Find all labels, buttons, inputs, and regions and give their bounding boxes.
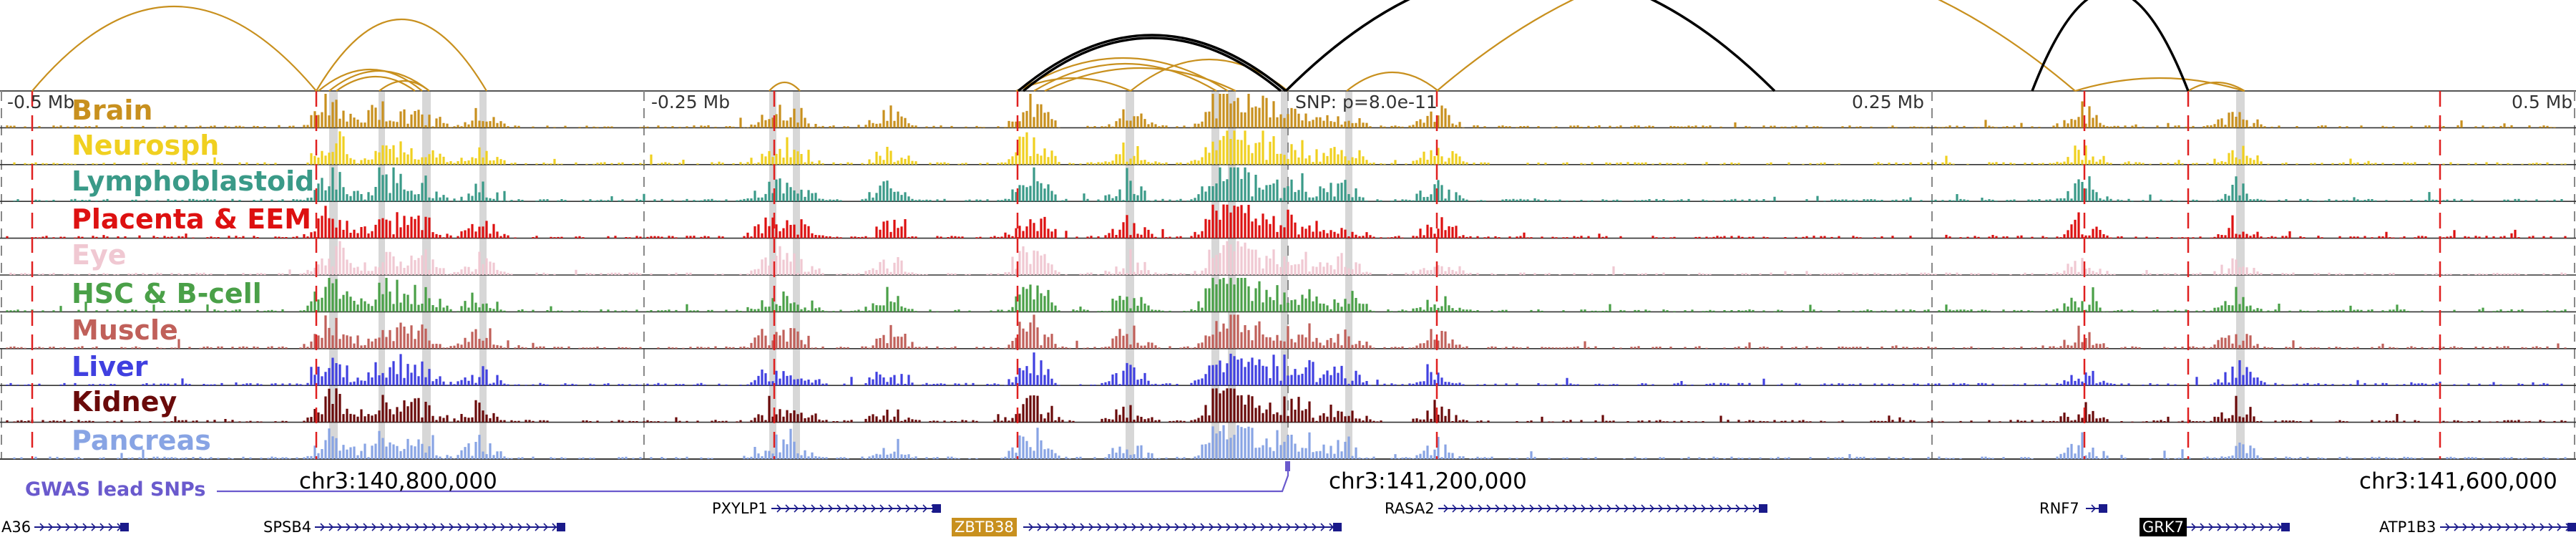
gene-label-rasa2[interactable]: RASA2 xyxy=(1385,500,1435,517)
scale-label-plus-quarter-mb: 0.25 Mb xyxy=(1852,92,1925,112)
gene-pxylp1-strand-arrows xyxy=(776,504,937,513)
gene-a36-exon xyxy=(120,523,129,531)
gene-zbtb38-strand-arrows xyxy=(1028,523,1335,531)
track-label-kidney: Kidney xyxy=(72,386,177,418)
gene-label-atp1b3[interactable]: ATP1B3 xyxy=(2379,519,2436,536)
signal-bars-pancreas xyxy=(13,425,2567,459)
signal-bars-eye xyxy=(9,241,2567,275)
track-label-brain: Brain xyxy=(72,95,153,126)
gene-rnf7-exon xyxy=(2099,504,2107,513)
signal-bars-kidney xyxy=(6,388,2567,423)
scale-label-plus-half-mb: 0.5 Mb xyxy=(2512,92,2573,112)
chromatin-loop-arc-strong xyxy=(1022,37,1282,92)
gene-zbtb38-exon xyxy=(1333,523,1342,531)
chromatin-loop-arc xyxy=(379,79,430,92)
gene-a36-strand-arrows xyxy=(39,523,122,531)
track-label-lymphoblastoid: Lymphoblastoid xyxy=(72,165,315,197)
chromatin-loop-arc xyxy=(316,18,487,92)
scale-label-minus-quarter-mb: -0.25 Mb xyxy=(651,92,731,112)
chromatin-loop-arc xyxy=(2187,81,2245,92)
signal-bars-brain xyxy=(6,94,2556,128)
coordinate-label-140800000: chr3:140,800,000 xyxy=(299,468,497,494)
signal-bars-liver xyxy=(6,352,2563,386)
gwas-snp-marker xyxy=(1285,461,1290,471)
snp-pvalue-label: SNP: p=8.0e-11 xyxy=(1295,92,1438,112)
chromatin-loop-arc xyxy=(769,81,801,92)
gene-atp1b3-exon xyxy=(2567,523,2576,531)
track-label-placenta-eem: Placenta & EEM xyxy=(72,203,312,235)
coordinate-label-141600000: chr3:141,600,000 xyxy=(2359,468,2557,494)
gene-rasa2-exon xyxy=(1759,504,1767,513)
gene-pxylp1-exon xyxy=(932,504,941,513)
gene-spsb4-strand-arrows xyxy=(320,523,557,531)
signal-bars-muscle xyxy=(6,314,2567,349)
track-label-muscle: Muscle xyxy=(72,314,178,346)
scale-label-minus-half-mb: -0.5 Mb xyxy=(7,92,75,112)
chromatin-loop-arc-strong xyxy=(1017,34,1287,92)
chromatin-loop-arc-strong xyxy=(2031,0,2190,92)
chromatin-loop-arc xyxy=(2074,77,2245,92)
track-label-neurosph: Neurosph xyxy=(72,130,220,161)
gwas-lead-snps-label: GWAS lead SNPs xyxy=(25,478,206,501)
gene-label-pxylp1[interactable]: PXYLP1 xyxy=(712,500,768,517)
gene-atp1b3-strand-arrows xyxy=(2445,523,2571,531)
gene-label-spsb4[interactable]: SPSB4 xyxy=(263,519,312,536)
chromatin-loop-arc xyxy=(31,5,317,92)
gene-label-a36[interactable]: A36 xyxy=(1,519,31,536)
chromatin-loop-arc xyxy=(1346,72,1439,92)
gene-grk7-exon xyxy=(2281,523,2290,531)
gene-spsb4-exon xyxy=(557,523,565,531)
gene-label-rnf7[interactable]: RNF7 xyxy=(2039,500,2079,517)
gene-rasa2-strand-arrows xyxy=(1443,504,1758,513)
chromatin-loop-arc xyxy=(1436,0,2076,92)
signal-bars-hsc-b-cell xyxy=(6,278,2567,312)
gene-label-grk7[interactable]: GRK7 xyxy=(2140,518,2187,536)
chromatin-loop-arc xyxy=(1044,67,1236,92)
track-label-hsc-b-cell: HSC & B-cell xyxy=(72,278,262,309)
chromatin-loop-arc xyxy=(328,70,430,92)
coordinate-label-141200000: chr3:141,200,000 xyxy=(1329,468,1527,494)
chromatin-loop-arc xyxy=(1018,57,1229,92)
signal-bars-neurosph xyxy=(13,130,2567,165)
signal-bars-placenta-eem xyxy=(6,204,2567,238)
signal-bars-lymphoblastoid xyxy=(13,167,2563,202)
track-label-liver: Liver xyxy=(72,351,148,382)
gene-label-zbtb38[interactable]: ZBTB38 xyxy=(952,518,1017,536)
chromatin-loop-arc-strong xyxy=(1284,0,1776,92)
chromatin-loop-arc xyxy=(336,75,416,92)
track-label-pancreas: Pancreas xyxy=(72,425,211,456)
gene-grk7-strand-arrows xyxy=(2191,523,2283,531)
track-label-eye: Eye xyxy=(72,239,127,271)
